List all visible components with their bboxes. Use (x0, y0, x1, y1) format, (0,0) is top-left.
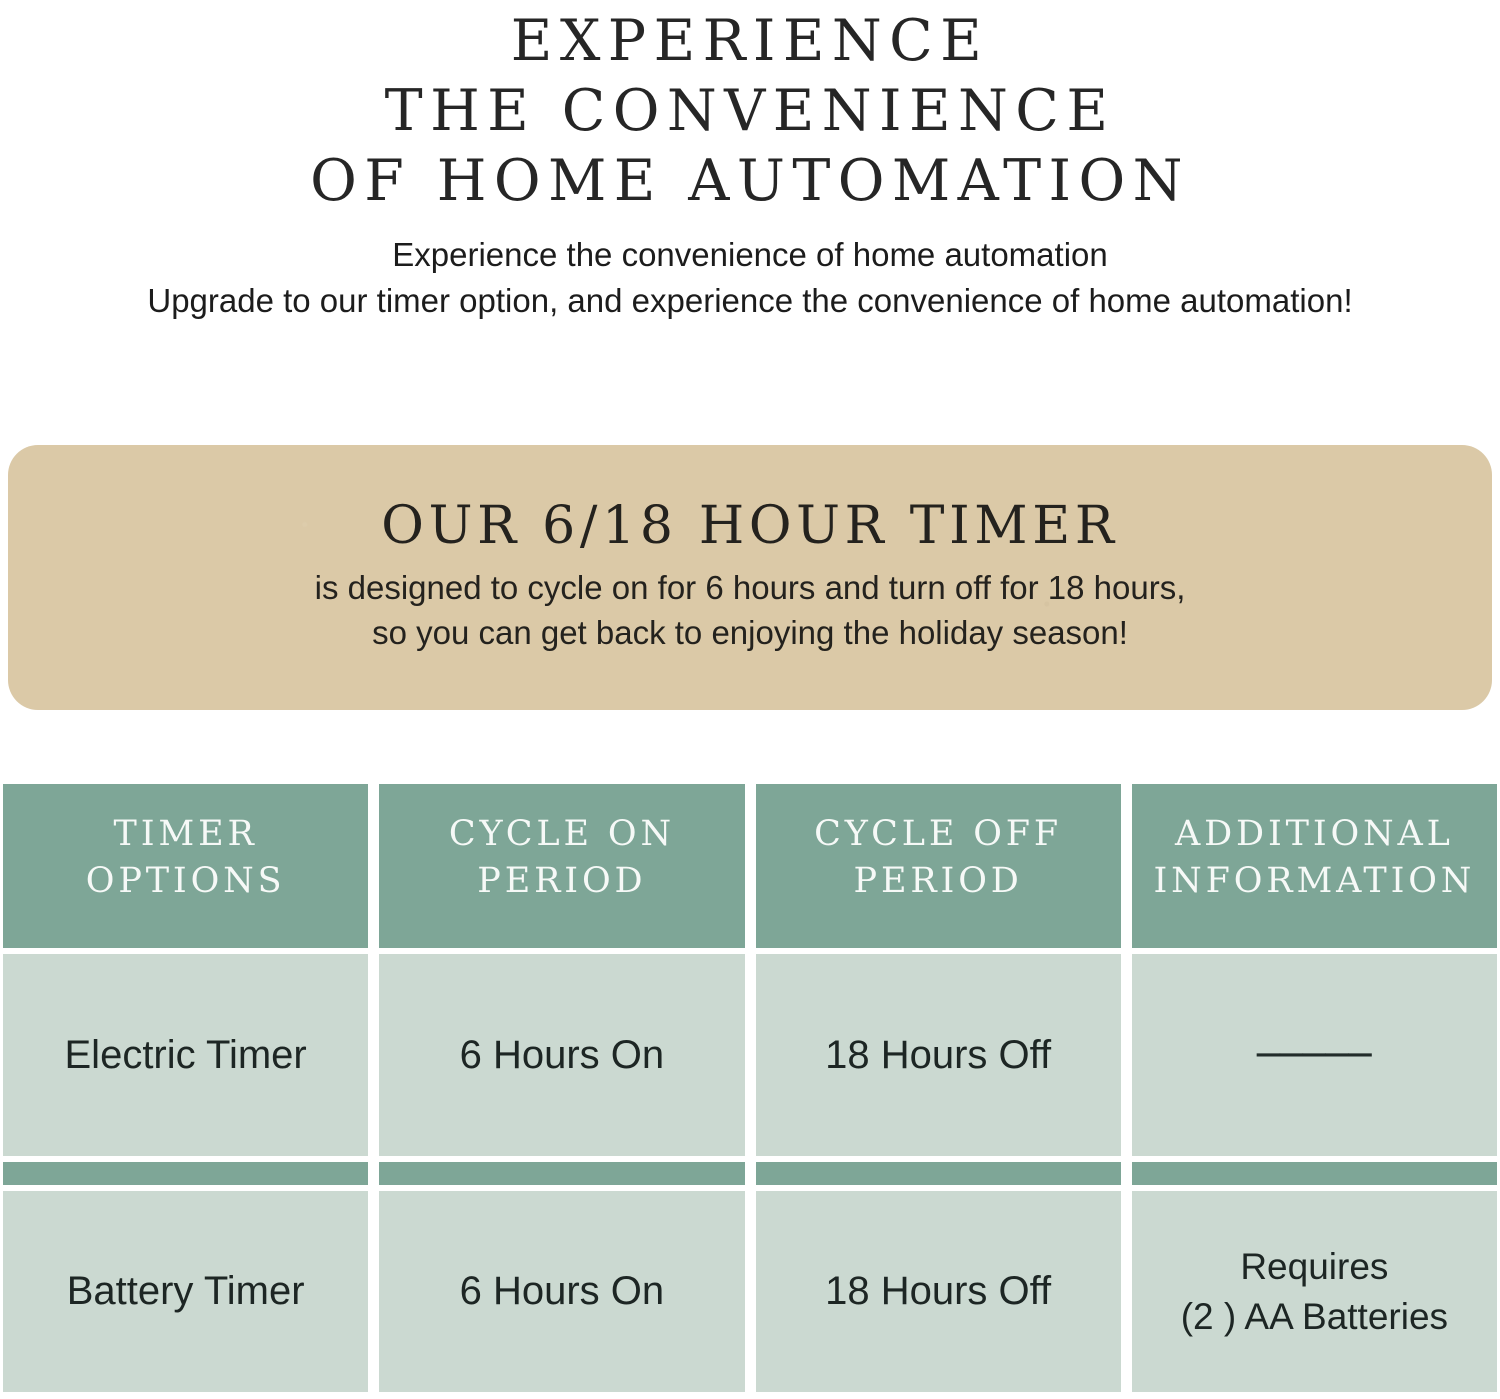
timer-comparison-table: TIMER OPTIONS CYCLE ON PERIOD CYCLE OFF … (0, 784, 1500, 1392)
header-cycle-on-line-2: PERIOD (477, 861, 647, 901)
row-separator-band (755, 1162, 1121, 1185)
row-separator-band (1131, 1162, 1497, 1185)
header-additional-info-line-2: INFORMATION (1153, 861, 1476, 901)
battery-additional-info-line-1: Requires (1240, 1245, 1389, 1287)
cell-battery-timer-cycle-on: 6 Hours On (379, 1191, 745, 1392)
page-title-line-2: THE CONVENIENCE (384, 78, 1116, 144)
page-title-line-1: EXPERIENCE (510, 8, 990, 74)
row-separator-band (379, 1162, 745, 1185)
header-cell-cycle-off: CYCLE OFF PERIOD (755, 784, 1121, 948)
page-title: EXPERIENCE THE CONVENIENCE OF HOME AUTOM… (0, 0, 1500, 216)
header-additional-info-line-1: ADDITIONAL (1175, 814, 1454, 854)
header-cycle-on-line-1: CYCLE ON (448, 814, 675, 854)
header-timer-options-line-2: OPTIONS (85, 861, 286, 901)
cell-battery-timer-cycle-off: 18 Hours Off (755, 1191, 1121, 1392)
hero-section: EXPERIENCE THE CONVENIENCE OF HOME AUTOM… (0, 0, 1500, 324)
header-cycle-off-line-1: CYCLE OFF (814, 814, 1063, 854)
kraft-panel-title: OUR 6/18 HOUR TIMER (381, 496, 1119, 556)
kraft-panel-body: is designed to cycle on for 6 hours and … (8, 565, 1492, 655)
cell-electric-timer-cycle-off: 18 Hours Off (755, 954, 1121, 1156)
header-cell-cycle-on: CYCLE ON PERIOD (379, 784, 745, 948)
cell-electric-timer-name: Electric Timer (3, 954, 369, 1156)
kraft-panel-body-line-2: so you can get back to enjoying the holi… (372, 614, 1128, 651)
cell-battery-timer-additional-info: Requires (2 ) AA Batteries (1131, 1191, 1497, 1392)
header-cycle-off-line-2: PERIOD (853, 861, 1023, 901)
row-separator-band (3, 1162, 369, 1185)
page-subtitle-line-2: Upgrade to our timer option, and experie… (147, 282, 1353, 319)
cell-battery-timer-name: Battery Timer (3, 1191, 369, 1392)
header-cell-additional-info: ADDITIONAL INFORMATION (1131, 784, 1497, 948)
page-subtitle: Experience the convenience of home autom… (0, 232, 1500, 324)
dash-line: ───── (1257, 1033, 1372, 1077)
cell-electric-timer-cycle-on: 6 Hours On (379, 954, 745, 1156)
cell-electric-timer-additional-info: ───── (1131, 954, 1497, 1156)
page-title-line-3: OF HOME AUTOMATION (310, 148, 1190, 214)
kraft-panel-body-line-1: is designed to cycle on for 6 hours and … (314, 569, 1186, 606)
header-timer-options-line-1: TIMER (113, 814, 258, 854)
kraft-info-panel: OUR 6/18 HOUR TIMER is designed to cycle… (8, 445, 1492, 710)
page-subtitle-line-1: Experience the convenience of home autom… (392, 236, 1108, 273)
battery-additional-info-line-2: (2 ) AA Batteries (1180, 1295, 1449, 1337)
header-cell-timer-options: TIMER OPTIONS (3, 784, 369, 948)
